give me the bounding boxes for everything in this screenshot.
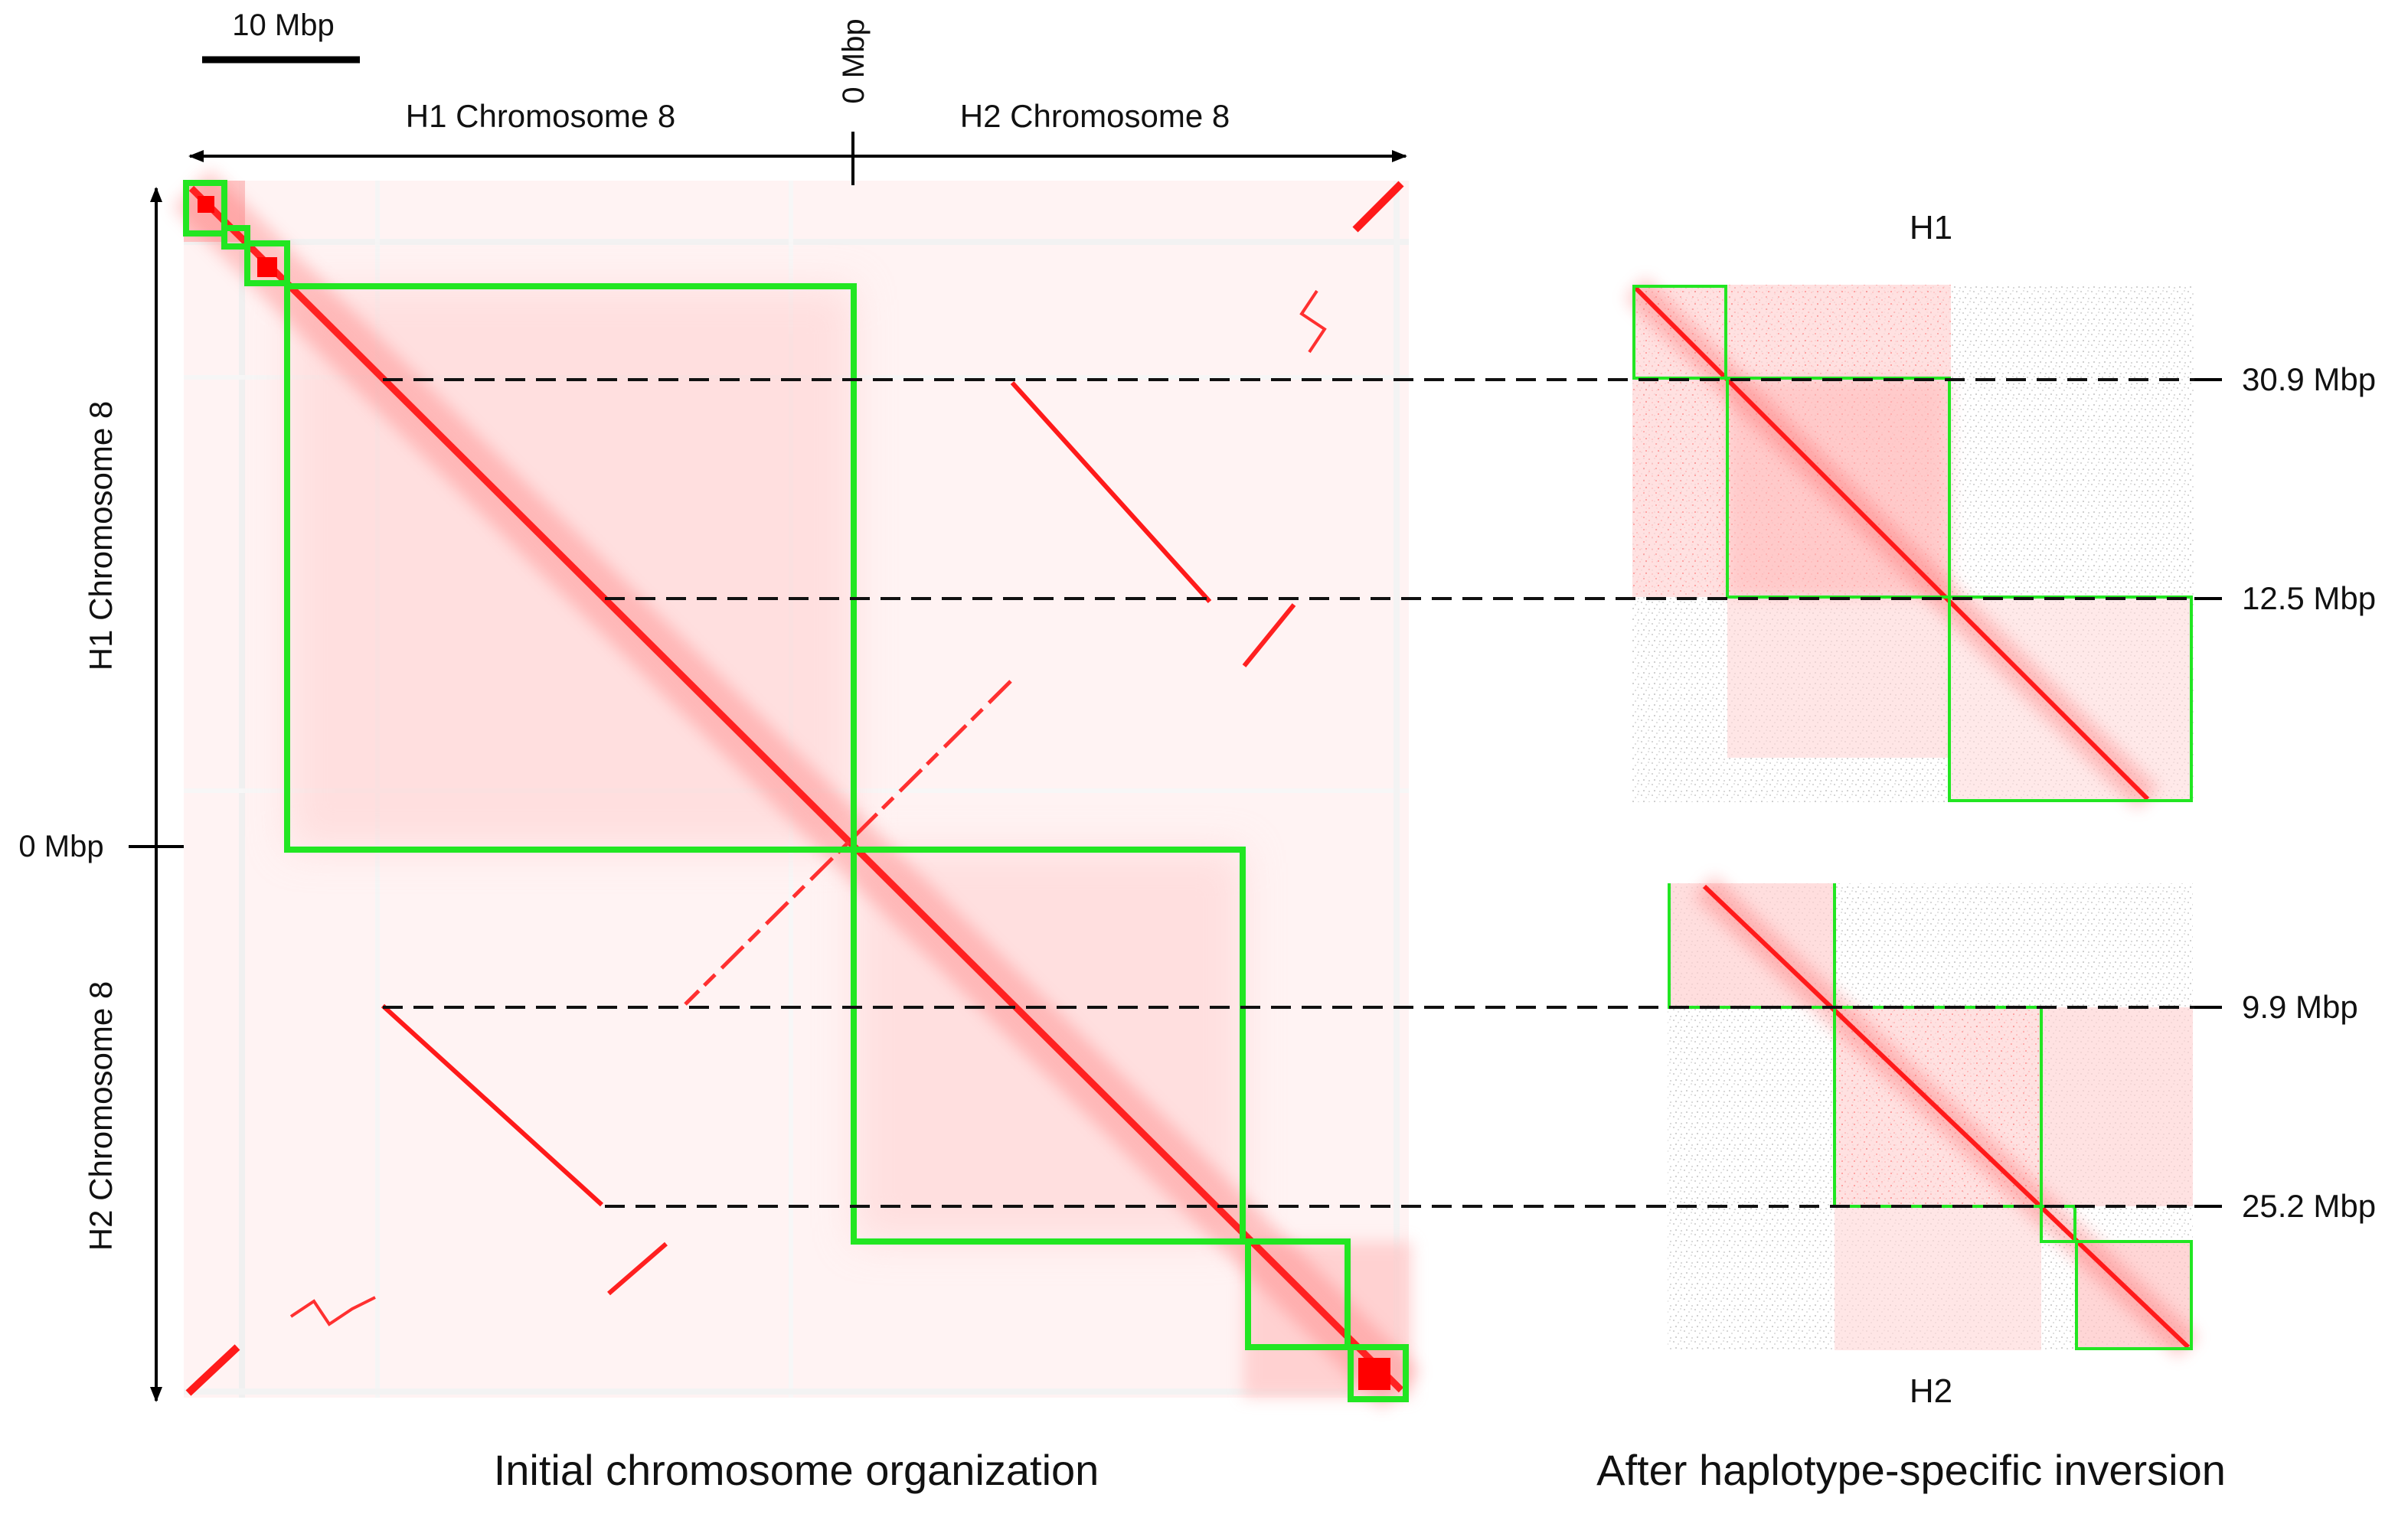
left-axis-label-h2: H2 Chromosome 8: [83, 981, 119, 1251]
breakpoint-label-30-9: 30.9 Mbp: [2242, 361, 2376, 397]
main-heatmap-gap-line: [1394, 181, 1400, 1398]
axes: [129, 132, 1407, 1402]
caption-initial: Initial chromosome organization: [494, 1446, 1099, 1494]
h2-green-box-4: [2075, 1240, 2193, 1350]
antidiag-signal: [684, 680, 1012, 1006]
antidiag-signal: [1242, 603, 1296, 667]
left-axis-label-h1: H1 Chromosome 8: [83, 401, 119, 671]
green-box-3: [244, 240, 290, 286]
green-box-1: [183, 180, 227, 237]
caption-after: After haplotype-specific inversion: [1596, 1446, 2226, 1494]
breakpoint-label-12-5: 12.5 Mbp: [2242, 580, 2376, 616]
h2-heatmap-density: [2041, 1007, 2193, 1206]
breakpoint-label-9-9: 9.9 Mbp: [2242, 989, 2358, 1025]
main-diagonal: [188, 185, 1404, 1393]
top-origin-label: 0 Mbp: [837, 18, 871, 103]
green-box-h1-main: [284, 283, 857, 853]
h2-heatmap: [1668, 876, 2199, 1358]
antidiag-signal: [607, 1242, 668, 1296]
h1-diagonal: [1633, 286, 2150, 801]
h1-map-title: H1: [1910, 209, 1952, 246]
dashed-connectors: [383, 378, 2194, 1208]
offdiag-signal: [289, 1296, 376, 1326]
left-origin-label: 0 Mbp: [18, 830, 103, 863]
breakpoint-label-25-2: 25.2 Mbp: [2242, 1188, 2376, 1224]
offdiag-signal: [381, 1003, 604, 1207]
main-heatmap: [172, 169, 1420, 1409]
green-box-6: [1245, 1238, 1351, 1350]
main-heatmap-gap-line: [184, 1388, 1409, 1395]
corner-signal: [257, 257, 277, 277]
corner-signal: [198, 196, 214, 213]
h2-diagonal: [1702, 884, 2191, 1349]
main-green-boxes: [183, 180, 1409, 1402]
corner-signal: [1352, 181, 1404, 233]
h1-heatmap: [1625, 277, 2194, 810]
breakpoint-ticks: [2194, 378, 2222, 1208]
green-box-h2-main: [851, 847, 1246, 1245]
offdiag-signal: [1010, 380, 1212, 604]
h2-heatmap-density: [1835, 1206, 2041, 1350]
h1-green-box-3: [1948, 595, 2193, 802]
green-box-2: [221, 225, 250, 250]
corner-signal: [185, 1344, 240, 1396]
green-box-7: [1348, 1344, 1409, 1402]
main-heatmap-gap-line: [184, 239, 1409, 245]
top-axis-label-h1: H1 Chromosome 8: [406, 98, 675, 134]
h2-green-box-1: [1668, 883, 1836, 1009]
h2-map-title: H2: [1910, 1372, 1952, 1410]
top-axis-label-h2: H2 Chromosome 8: [960, 98, 1230, 134]
h1-heatmap-density: [1727, 597, 1949, 758]
corner-signal: [1358, 1358, 1390, 1390]
scale-bar-label: 10 Mbp: [232, 8, 334, 42]
offdiag-signal: [1299, 289, 1327, 354]
